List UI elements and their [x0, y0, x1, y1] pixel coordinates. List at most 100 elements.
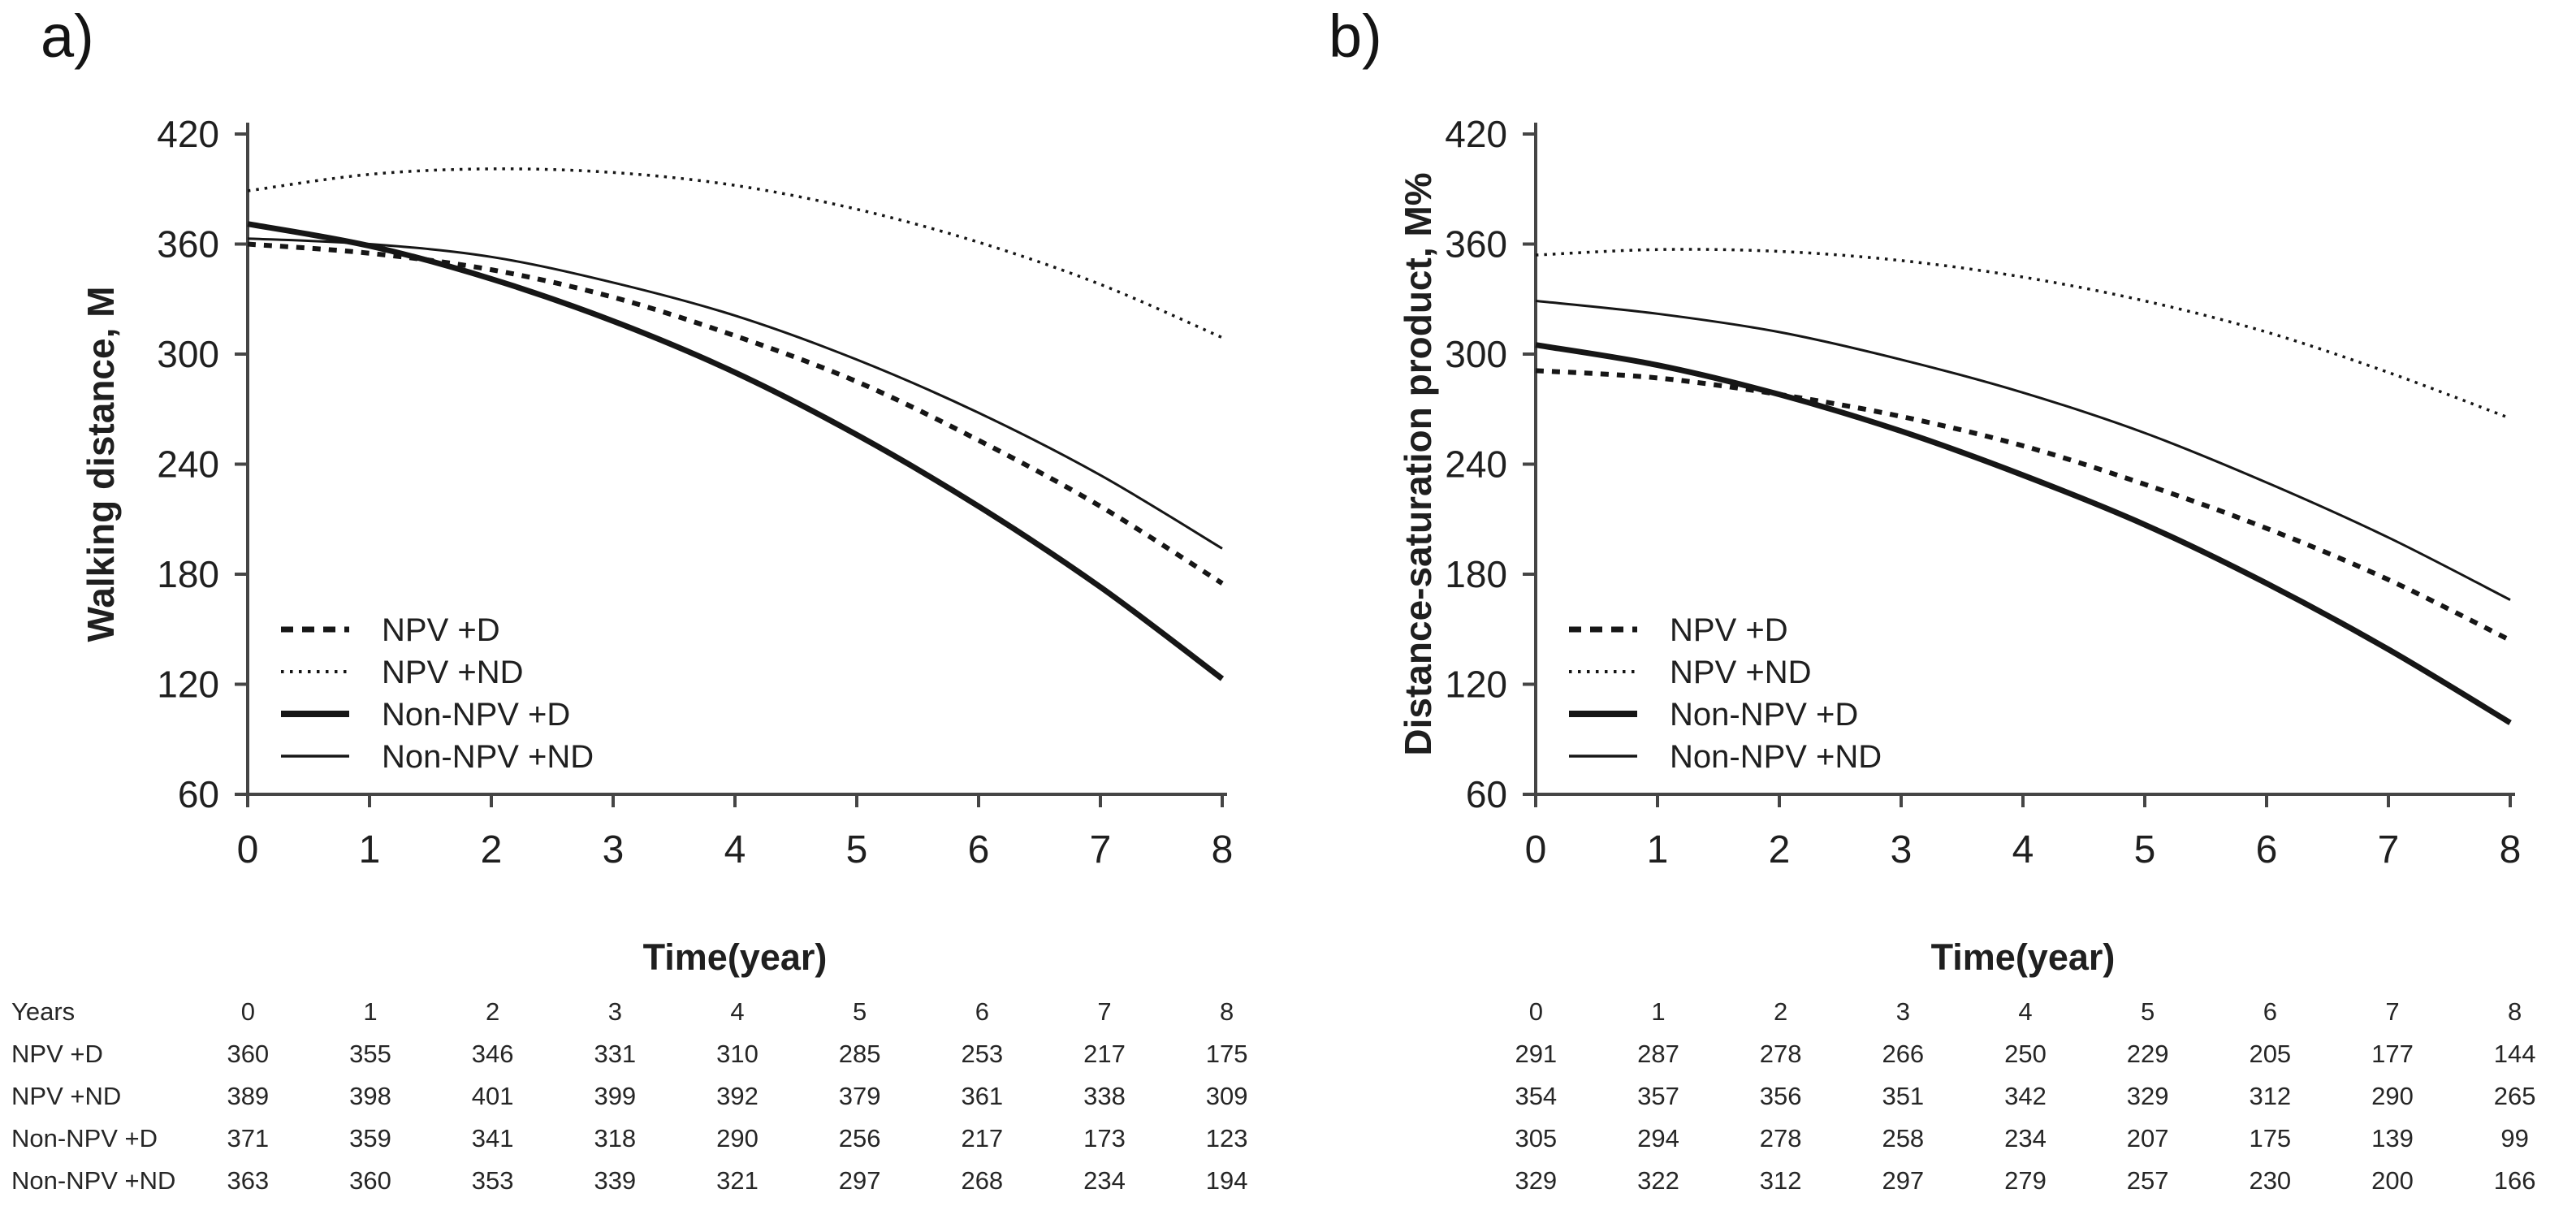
table-cell: 329	[2126, 1082, 2169, 1110]
table-cell: 166	[2493, 1166, 2536, 1195]
x-tick-label: 0	[237, 828, 259, 871]
table-cell: 290	[716, 1124, 759, 1152]
x-tick-label: 2	[1769, 828, 1791, 871]
legend-item-non-npv-d: Non-NPV +D	[1569, 697, 1858, 733]
table-cell: 173	[1083, 1124, 1126, 1152]
table-cell: 351	[1882, 1082, 1925, 1110]
table-cell: 278	[1759, 1040, 1802, 1068]
table-cell: 177	[2371, 1040, 2414, 1068]
x-tick-label: 6	[968, 828, 990, 871]
table-cell: 338	[1083, 1082, 1126, 1110]
x-tick-label: 7	[1090, 828, 1112, 871]
table-cell: 398	[349, 1082, 391, 1110]
table-cell: 258	[1882, 1124, 1925, 1152]
table-cell: 312	[1759, 1166, 1802, 1195]
legend-label: NPV +ND	[382, 655, 524, 690]
panel-a: a) 420 360 300 240 180 120 60 0 1 2 3 4 5 6 7 8 Walking …	[11, 6, 1248, 1196]
table-cell: 361	[961, 1082, 1004, 1110]
table-year-header: 3	[1895, 997, 1910, 1026]
x-tick-label: 3	[1891, 828, 1913, 871]
y-tick-label: 300	[1445, 333, 1507, 375]
curve-npv-d	[1535, 368, 2512, 642]
table-year-header: 4	[2018, 997, 2033, 1026]
table-cell: 285	[838, 1040, 881, 1068]
chart-b: 420 360 300 240 180 120 60 0 1 2 3 4 5 6 7 8 Distance-sa…	[1397, 113, 2522, 978]
table-year-header: 3	[607, 997, 622, 1026]
y-tick-label: 120	[1445, 664, 1507, 706]
table-cell: 312	[2249, 1082, 2292, 1110]
table-cell: 291	[1515, 1040, 1558, 1068]
table-cell: 99	[2500, 1124, 2529, 1152]
y-tick-label: 60	[1466, 773, 1507, 815]
table-year-header: 7	[2385, 997, 2400, 1026]
table-cell: 205	[2249, 1040, 2292, 1068]
x-tick-label: 2	[481, 828, 503, 871]
table-cell: 342	[2004, 1082, 2047, 1110]
y-tick-label: 360	[1445, 223, 1507, 266]
chart-a: 420 360 300 240 180 120 60 0 1 2 3 4 5 6 7 8 Walking dis…	[80, 113, 1234, 978]
curve-non-npv-nd	[1535, 300, 2511, 601]
table-cell: 363	[227, 1166, 270, 1195]
x-tick-label: 5	[2134, 828, 2156, 871]
legend-item-non-npv-d: Non-NPV +D	[281, 697, 570, 733]
table-cell: 310	[716, 1040, 759, 1068]
table-cell: 297	[1882, 1166, 1925, 1195]
table-cell: 353	[471, 1166, 514, 1195]
table-cell: 144	[2493, 1040, 2536, 1068]
table-cell: 200	[2371, 1166, 2414, 1195]
legend-label: Non-NPV +ND	[382, 739, 594, 775]
x-tick-label: 6	[2256, 828, 2278, 871]
legend-item-npv-d: NPV +D	[1569, 612, 1788, 648]
legend-item-non-npv-nd: Non-NPV +ND	[281, 739, 594, 775]
panel-b-label: b)	[1329, 2, 1382, 70]
y-tick-label: 240	[157, 443, 219, 486]
table-cell: 329	[1515, 1166, 1558, 1195]
table-cell: 265	[2493, 1082, 2536, 1110]
table-cell: 318	[594, 1124, 637, 1152]
table-cell: 379	[838, 1082, 881, 1110]
table-year-header: 5	[853, 997, 867, 1026]
curve-npv-nd	[1535, 248, 2511, 420]
table-row-label: NPV +ND	[11, 1082, 122, 1110]
table-cell: 399	[594, 1082, 637, 1110]
table-cell: 371	[227, 1124, 270, 1152]
table-cell: 278	[1759, 1124, 1802, 1152]
legend-label: Non-NPV +ND	[1670, 739, 1882, 775]
table-cell: 331	[594, 1040, 637, 1068]
legend-item-npv-d: NPV +D	[281, 612, 500, 648]
table-year-header: 6	[975, 997, 989, 1026]
table-cell: 305	[1515, 1124, 1558, 1152]
y-tick-label: 240	[1445, 443, 1507, 486]
table-cell: 297	[838, 1166, 881, 1195]
table-row-label: Non-NPV +D	[11, 1124, 158, 1152]
y-tick-label: 180	[1445, 553, 1507, 595]
table-year-header: 1	[1651, 997, 1666, 1026]
table-cell: 175	[2249, 1124, 2292, 1152]
x-tick-label: 8	[2500, 828, 2522, 871]
table-cell: 392	[716, 1082, 759, 1110]
table-year-header: 7	[1097, 997, 1112, 1026]
table-cell: 346	[471, 1040, 514, 1068]
table-cell: 207	[2126, 1124, 2169, 1152]
table-year-header: 6	[2263, 997, 2277, 1026]
legend-label: NPV +D	[382, 612, 500, 648]
data-table-b: 0 1 2 3 4 5 6 7 8 291 287 278 266 250 229 205 177 144 354 3…	[1288, 991, 2576, 1202]
table-cell: 401	[471, 1082, 514, 1110]
table-year-header: 0	[240, 997, 255, 1026]
table-cell: 234	[2004, 1124, 2047, 1152]
table-cell: 359	[349, 1124, 391, 1152]
x-tick-label: 8	[1212, 828, 1234, 871]
curve-non-npv-d	[247, 221, 1225, 681]
table-row-label: NPV +D	[11, 1040, 103, 1068]
table-cell: 322	[1637, 1166, 1679, 1195]
table-row-label: Non-NPV +ND	[11, 1166, 176, 1195]
curve-npv-d	[247, 241, 1224, 586]
table-cell: 389	[227, 1082, 270, 1110]
curve-npv-nd	[247, 167, 1223, 339]
table-row-header-label: Years	[11, 997, 76, 1026]
table-cell: 355	[349, 1040, 391, 1068]
table-cell: 217	[961, 1124, 1004, 1152]
table-cell: 230	[2249, 1166, 2292, 1195]
table-cell: 290	[2371, 1082, 2414, 1110]
